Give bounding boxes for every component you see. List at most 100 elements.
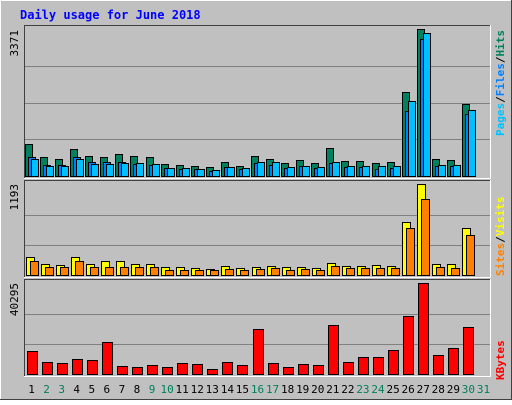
bar-kbytes-day-29	[448, 348, 459, 375]
panel-kbytes	[24, 279, 491, 377]
bar-pages-day-25	[393, 166, 401, 177]
x-tick-label-day: 9	[149, 383, 156, 396]
bar-kbytes-day-3	[57, 363, 68, 375]
legend-visits-sites: Sites/Visits	[494, 197, 507, 277]
bar-kbytes-day-8	[132, 367, 143, 375]
bar-pages-day-14	[227, 167, 235, 177]
bar-pages-day-23	[362, 166, 370, 177]
x-tick-label-day: 15	[236, 383, 249, 396]
x-tick-label-day: 11	[176, 383, 189, 396]
x-tick-label-day: 14	[221, 383, 235, 396]
bar-pages-day-15	[242, 168, 250, 177]
bar-sites-day-8	[135, 267, 144, 276]
bar-kbytes-day-9	[147, 365, 158, 375]
x-tick-label-day: 10	[160, 383, 173, 396]
bar-sites-day-5	[90, 267, 99, 276]
bar-sites-day-21	[331, 266, 340, 276]
bar-sites-day-17	[271, 268, 280, 276]
x-tick-label-day: 22	[341, 383, 354, 396]
bar-kbytes-day-7	[117, 366, 128, 375]
bar-kbytes-day-23	[358, 357, 369, 375]
bar-pages-day-9	[152, 164, 160, 177]
legend-files: Files	[494, 63, 507, 96]
bar-sites-day-20	[316, 270, 325, 276]
panel-hits-files-pages	[24, 25, 491, 179]
bar-sites-day-2	[45, 267, 54, 276]
bar-pages-day-3	[61, 166, 69, 177]
bar-sites-day-4	[75, 261, 84, 276]
x-tick-label-day: 24	[371, 383, 385, 396]
bar-pages-day-6	[106, 164, 114, 177]
x-tick-label-day: 21	[326, 383, 339, 396]
bar-sites-day-15	[240, 270, 249, 276]
bar-pages-day-20	[317, 167, 325, 177]
bar-pages-day-12	[197, 169, 205, 177]
bar-kbytes-day-6	[102, 342, 113, 375]
bar-sites-day-14	[225, 269, 234, 276]
bar-kbytes-day-13	[207, 369, 218, 375]
bar-kbytes-day-4	[72, 359, 83, 375]
x-tick-label-day: 29	[447, 383, 460, 396]
x-tick-label-day: 31	[477, 383, 490, 396]
x-tick-label-day: 18	[281, 383, 294, 396]
bar-pages-day-27	[423, 33, 431, 177]
bar-kbytes-day-28	[433, 355, 444, 375]
bar-sites-day-24	[376, 268, 385, 276]
legend-separator: /	[494, 236, 507, 243]
bar-pages-day-30	[468, 110, 476, 177]
bar-kbytes-day-17	[268, 363, 279, 375]
bar-pages-day-16	[257, 162, 265, 177]
x-tick-label-day: 1	[28, 383, 35, 396]
bar-pages-day-5	[91, 164, 99, 177]
bar-sites-day-28	[436, 267, 445, 276]
bar-kbytes-day-22	[343, 362, 354, 375]
x-tick-label-day: 17	[266, 383, 279, 396]
bar-sites-day-23	[361, 268, 370, 276]
x-tick-label-day: 30	[462, 383, 475, 396]
bar-pages-day-22	[347, 166, 355, 177]
bar-pages-day-26	[408, 101, 416, 177]
y-max-label-kbytes: 40295	[8, 283, 21, 316]
bar-pages-day-28	[438, 165, 446, 177]
bar-sites-day-6	[105, 267, 114, 276]
x-tick-label-day: 2	[43, 383, 50, 396]
x-tick-label-day: 8	[134, 383, 141, 396]
x-tick-label-day: 27	[417, 383, 430, 396]
bar-sites-day-10	[165, 270, 174, 276]
bar-pages-day-18	[287, 167, 295, 177]
bar-pages-day-13	[212, 170, 220, 177]
x-tick-label-day: 19	[296, 383, 309, 396]
x-tick-label-day: 13	[206, 383, 219, 396]
y-max-label-hits: 3371	[8, 30, 21, 57]
bar-kbytes-day-21	[328, 325, 339, 375]
bar-kbytes-day-27	[418, 283, 429, 375]
bar-sites-day-25	[391, 268, 400, 276]
legend-separator: /	[494, 56, 507, 63]
bar-pages-day-10	[167, 168, 175, 177]
bar-sites-day-26	[406, 228, 415, 276]
legend-separator: /	[494, 96, 507, 103]
bar-sites-day-7	[120, 267, 129, 276]
x-tick-label-day: 12	[191, 383, 204, 396]
x-tick-label-day: 20	[311, 383, 324, 396]
legend-hits-files-pages: Pages/Files/Hits	[494, 30, 507, 136]
bar-kbytes-day-10	[162, 367, 173, 375]
bar-kbytes-day-14	[222, 362, 233, 375]
legend-kbytes: KBytes	[494, 340, 507, 380]
bar-kbytes-day-25	[388, 350, 399, 375]
x-tick-label-day: 23	[356, 383, 369, 396]
bar-sites-day-13	[210, 270, 219, 276]
bar-sites-day-19	[301, 269, 310, 276]
bar-sites-day-30	[466, 235, 475, 276]
bar-kbytes-day-18	[283, 367, 294, 375]
chart-title: Daily usage for June 2018	[20, 8, 201, 22]
x-tick-label-day: 16	[251, 383, 264, 396]
bar-sites-day-11	[180, 270, 189, 276]
bar-kbytes-day-2	[42, 362, 53, 375]
bar-pages-day-24	[378, 166, 386, 177]
bar-pages-day-11	[182, 168, 190, 177]
bar-kbytes-day-19	[298, 364, 309, 375]
x-axis-day-labels: 1 2 3 4 5 6 7 8 9 10 11 12 13 14 15 16 17 18 19 20 21 22 23 24 2…	[28, 383, 490, 396]
